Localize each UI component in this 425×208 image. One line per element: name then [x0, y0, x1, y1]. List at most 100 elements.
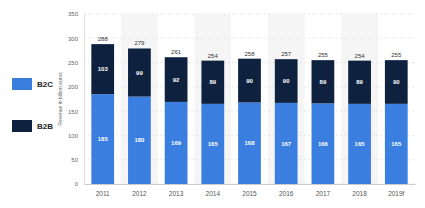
bar [348, 104, 371, 184]
data-label: 165 [391, 141, 402, 147]
y-tick-label: 0 [75, 181, 79, 187]
bar [201, 104, 224, 184]
y-tick-label: 300 [68, 36, 79, 42]
x-axis: 2011 2012 2013 2014 2015 2016 2017 2018 2019f [85, 184, 416, 197]
x-tick: 2014 [206, 184, 221, 197]
x-tick: 2018 [352, 184, 367, 197]
data-label: 180 [134, 137, 145, 143]
y-tick: 100 [68, 133, 84, 139]
bars [91, 44, 407, 184]
data-label: 165 [355, 141, 366, 147]
data-label: 89 [320, 79, 327, 85]
x-tick-label: 2016 [279, 190, 294, 197]
y-tick: 50 [71, 157, 84, 163]
grid [84, 14, 415, 184]
x-tick-label: 2012 [132, 190, 147, 197]
bar [128, 48, 151, 96]
y-axis: 0 50 100 150 200 250 300 350 [68, 11, 85, 187]
x-tick-label: 2018 [352, 190, 367, 197]
column-shading [121, 14, 378, 184]
bar [91, 94, 114, 184]
shade [194, 14, 231, 184]
grid-line [84, 38, 415, 39]
total-label: 258 [244, 51, 255, 57]
y-tick-label: 200 [68, 84, 79, 90]
bar [312, 103, 335, 184]
shade [341, 14, 378, 184]
total-label: 255 [318, 52, 329, 58]
data-label: 90 [393, 79, 400, 85]
bar [128, 97, 151, 184]
y-tick: 250 [68, 60, 84, 66]
y-tick-label: 250 [68, 60, 79, 66]
bar [312, 60, 335, 103]
bar [238, 102, 261, 184]
x-tick: 2019f [388, 184, 404, 197]
legend-swatch [12, 78, 32, 90]
bar [275, 59, 298, 103]
y-tick-label: 350 [68, 11, 79, 17]
bar [238, 59, 261, 103]
y-tick-label: 150 [68, 109, 79, 115]
y-tick-label: 50 [71, 157, 78, 163]
legend-label: B2B [37, 122, 53, 131]
data-label: 169 [171, 140, 182, 146]
legend-label: B2C [37, 80, 53, 89]
shade [121, 14, 158, 184]
grid-line [84, 14, 415, 15]
data-label: 89 [356, 79, 363, 85]
shade [268, 14, 305, 184]
x-tick-label: 2015 [242, 190, 257, 197]
x-tick-label: 2014 [206, 190, 221, 197]
bar [348, 61, 371, 104]
total-label: 254 [355, 53, 366, 59]
x-tick: 2017 [316, 184, 331, 197]
legend-swatch [12, 120, 32, 132]
bar [275, 103, 298, 184]
x-tick: 2016 [279, 184, 294, 197]
y-tick: 350 [68, 11, 84, 17]
data-label: 99 [136, 70, 143, 76]
bar [165, 57, 188, 102]
x-tick: 2015 [242, 184, 257, 197]
total-label: 279 [134, 40, 145, 46]
data-label: 185 [98, 136, 109, 142]
bar [385, 60, 408, 104]
total-label: 254 [208, 53, 219, 59]
y-axis-title: Revenue in billion euros [57, 72, 63, 126]
data-label: 165 [208, 141, 219, 147]
bar [165, 102, 188, 184]
data-label: 90 [283, 78, 290, 84]
y-tick: 300 [68, 36, 84, 42]
total-label: 255 [391, 52, 402, 58]
data-label: 168 [244, 140, 255, 146]
data-labels: 185 180 169 165 168 167 166 165 165 103 99 92 89 90 90… [98, 36, 402, 147]
x-tick-label: 2019f [388, 190, 404, 197]
data-label: 166 [318, 141, 329, 147]
total-label: 261 [171, 49, 182, 55]
data-label: 90 [246, 78, 253, 84]
x-axis-line [85, 184, 416, 185]
data-label: 167 [281, 141, 292, 147]
data-label: 89 [209, 79, 216, 85]
x-tick: 2011 [96, 184, 110, 197]
bar [91, 44, 114, 94]
y-axis-line [84, 15, 85, 185]
x-tick-label: 2013 [169, 190, 184, 197]
total-label: 257 [281, 51, 292, 57]
x-tick: 2013 [169, 184, 184, 197]
total-label: 288 [98, 36, 109, 42]
y-tick: 150 [68, 109, 84, 115]
x-tick-label: 2017 [316, 190, 331, 197]
legend: B2C B2B [12, 78, 53, 132]
data-label: 103 [98, 66, 109, 72]
y-tick: 200 [68, 84, 84, 90]
bar [385, 104, 408, 184]
y-tick: 0 [75, 181, 84, 187]
data-label: 92 [173, 77, 180, 83]
y-tick-label: 100 [68, 133, 79, 139]
chart: 0 50 100 150 200 250 300 350 Revenue in billion … [0, 0, 425, 208]
bar [201, 61, 224, 104]
x-tick-label: 2011 [96, 190, 110, 197]
x-tick: 2012 [132, 184, 147, 197]
